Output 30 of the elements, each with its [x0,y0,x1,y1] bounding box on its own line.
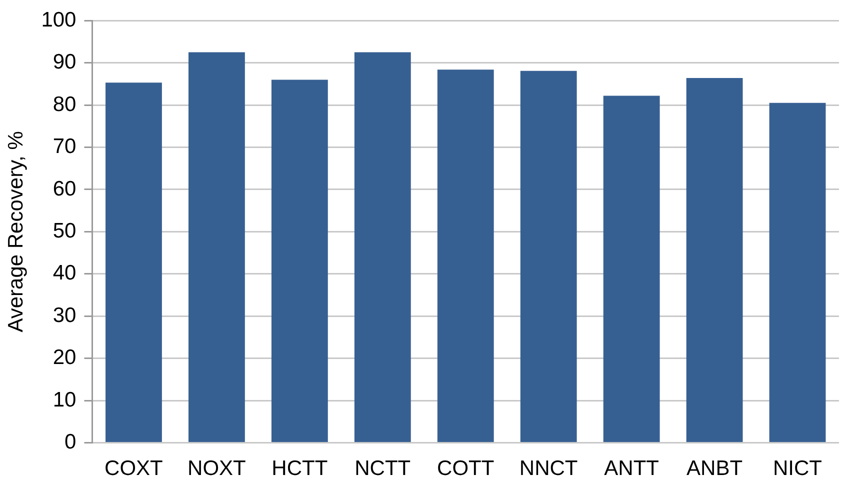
y-tick-label: 20 [52,346,76,370]
y-tick-label: 100 [41,8,76,32]
y-tick-label: 30 [52,304,76,327]
bar [769,102,826,442]
y-tick-label: 50 [52,219,76,242]
bar [686,78,743,442]
x-tick-label: HCTT [272,457,328,480]
y-tick-label: 10 [52,388,76,412]
bar [603,96,660,442]
x-tick-label: NICT [773,457,822,480]
x-tick-label: NNCT [519,457,578,480]
x-tick-label: ANBT [686,457,743,480]
y-axis-title: Average Recovery, % [4,131,28,332]
bar [437,70,494,442]
x-tick-label: NCTT [354,457,411,480]
y-tick-label: 80 [52,92,76,116]
y-tick-label: 90 [52,50,76,74]
x-tick-label: COXT [104,457,164,480]
x-tick-label: NOXT [188,457,246,480]
x-tick-label: ANTT [604,457,660,480]
bar [520,70,577,442]
bar [188,52,245,442]
y-tick-label: 60 [52,177,76,200]
y-tick-label: 40 [52,262,76,285]
bar [354,52,411,442]
y-tick-label: 70 [52,135,76,158]
x-tick-label: COTT [437,457,494,480]
bar [271,80,328,442]
bar [106,82,162,442]
y-tick-label: 0 [64,430,76,454]
